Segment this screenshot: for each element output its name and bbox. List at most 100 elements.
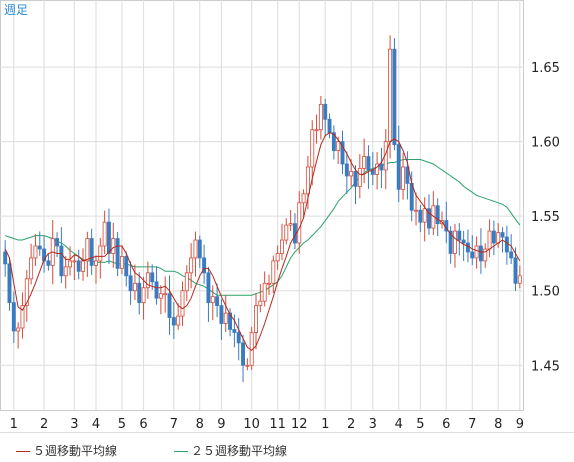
x-tick-label: 3 <box>70 417 78 432</box>
candle-body <box>63 266 68 277</box>
candle-body <box>418 209 423 223</box>
candle-body <box>11 302 16 332</box>
candle-body <box>318 103 323 131</box>
candle-body <box>331 132 336 151</box>
y-tick-label: 1.45 <box>531 359 560 374</box>
candle-body <box>55 238 60 247</box>
candle-body <box>422 208 427 223</box>
candle-body <box>24 278 29 307</box>
candle-body <box>288 223 293 226</box>
legend-label-ma5: ５週移動平均線 <box>33 444 118 458</box>
chart-title: 週足 <box>4 3 28 17</box>
x-tick-label: 7 <box>468 417 476 432</box>
candle-body <box>297 202 302 244</box>
candle-body <box>509 251 514 259</box>
candle-body <box>98 245 103 262</box>
candle-body <box>353 171 358 187</box>
candle-body <box>102 221 107 247</box>
x-tick-label: 11 <box>269 417 286 432</box>
candle-body <box>111 238 116 254</box>
candle-body <box>16 327 21 332</box>
candle-body <box>29 257 34 280</box>
candle-body <box>362 156 367 169</box>
candle-body <box>210 296 215 304</box>
candle-body <box>46 260 51 266</box>
candle-body <box>145 272 150 289</box>
candle-body <box>483 248 488 262</box>
candle-body <box>262 282 267 302</box>
candle-body <box>167 293 172 318</box>
candle-body <box>184 272 189 292</box>
candle-body <box>279 239 284 254</box>
legend-item-ma25: ２５週移動平均線 <box>174 442 287 459</box>
candle-body <box>115 238 120 269</box>
candle-body <box>267 282 271 285</box>
legend: ５週移動平均線 ２５週移動平均線 <box>0 436 574 462</box>
y-tick-label: 1.60 <box>531 136 560 151</box>
ma5-layer <box>4 132 521 352</box>
candle-body <box>301 193 306 204</box>
candle-body <box>132 282 137 292</box>
candle-body <box>379 163 384 171</box>
candle-body <box>392 48 397 146</box>
legend-swatch-ma5 <box>16 451 30 452</box>
candle-body <box>474 245 479 259</box>
candle-body <box>427 208 431 229</box>
candle-body <box>327 118 332 134</box>
candle-body <box>89 238 94 266</box>
candle-body <box>405 166 410 184</box>
candle-body <box>496 232 501 244</box>
candle-body <box>215 296 220 307</box>
candle-body <box>336 141 341 151</box>
x-tick-label: 9 <box>217 417 225 432</box>
candle-body <box>271 260 276 284</box>
candle-body <box>245 364 250 367</box>
y-tick-label: 1.50 <box>531 285 560 300</box>
x-tick-label: 6 <box>139 417 147 432</box>
candle-body <box>375 163 380 175</box>
candle-body <box>452 230 457 254</box>
ma5-line <box>4 132 521 352</box>
candle-body <box>128 275 133 292</box>
candle-body <box>206 272 211 304</box>
candle-body <box>396 144 401 190</box>
candle-body <box>42 248 47 262</box>
x-tick-labels: 1 2 3 4 5 6 7 8 9 10 11 12 1 2 3 4 5 6 7 8 9 <box>10 417 524 432</box>
candle-body <box>7 263 12 304</box>
x-tick-label: 8 <box>494 417 502 432</box>
candle-body <box>513 257 518 284</box>
candle-body <box>465 242 470 253</box>
legend-swatch-ma25 <box>174 451 188 452</box>
candle-body <box>232 329 237 333</box>
y-tick-labels: 1.45 1.50 1.55 1.60 1.65 <box>531 61 560 374</box>
candle-body <box>478 245 483 262</box>
candle-body <box>154 281 159 299</box>
candle-body <box>219 305 224 324</box>
x-tick-label: 8 <box>196 417 204 432</box>
candle-body <box>517 275 522 284</box>
candle-body <box>150 272 155 283</box>
x-tick-label: 9 <box>516 417 524 432</box>
candle-body <box>275 253 280 262</box>
candle-body <box>314 129 319 132</box>
candle-body <box>107 221 111 254</box>
candle-body <box>59 245 64 277</box>
candle-body <box>137 282 142 304</box>
candles <box>3 35 522 383</box>
x-tick-label: 1 <box>321 417 329 432</box>
candle-body <box>85 238 90 262</box>
candle-body <box>171 317 176 326</box>
y-tick-label: 1.65 <box>531 61 560 76</box>
x-tick-label: 5 <box>118 417 126 432</box>
candle-body <box>435 205 440 225</box>
candle-body <box>258 300 263 307</box>
plot-area <box>0 0 524 411</box>
x-tick-label: 4 <box>92 417 100 432</box>
candle-body <box>176 315 181 326</box>
candle-body <box>470 251 475 259</box>
candle-body <box>284 224 289 241</box>
candle-body <box>163 293 168 296</box>
candle-body <box>202 257 207 274</box>
candle-body <box>193 239 198 259</box>
